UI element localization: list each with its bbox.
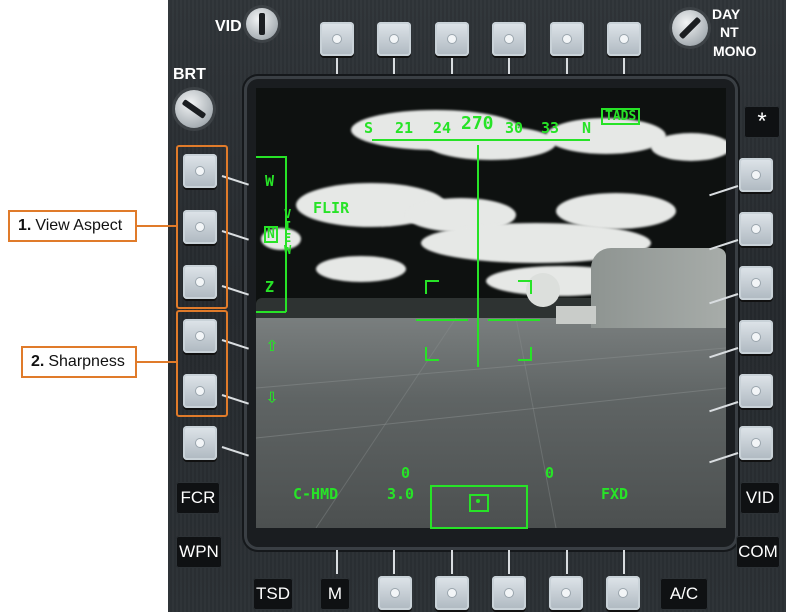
right-button-4[interactable] (739, 320, 773, 354)
field-of-view-box (469, 494, 489, 512)
callout-sharpness: 2. Sharpness (21, 346, 137, 378)
left-button-4[interactable] (183, 319, 217, 353)
left-button-6[interactable] (183, 426, 217, 460)
heading-current: 270 (461, 113, 494, 134)
bottom-button-2[interactable] (435, 576, 469, 610)
sharpness-up-arrow-icon[interactable]: ⇧ (266, 332, 279, 356)
field-of-regard-box (430, 485, 528, 529)
left-button-1[interactable] (183, 154, 217, 188)
wpn-button[interactable]: WPN (176, 536, 222, 568)
top-button-6[interactable] (607, 22, 641, 56)
left-button-5[interactable] (183, 374, 217, 408)
sharpness-down-arrow-icon[interactable]: ⇩ (266, 384, 279, 408)
view-vertical-label: VIEW (284, 207, 292, 257)
tsd-button[interactable]: TSD (253, 578, 293, 610)
callout-label: Sharpness (48, 353, 125, 370)
center-vertical-line (477, 145, 479, 367)
view-option-z[interactable]: Z (265, 278, 275, 296)
heading-tape-30: 30 (505, 119, 524, 137)
callout-number: 2. (31, 353, 45, 370)
zoom-value: 3.0 (387, 485, 415, 503)
left-button-2[interactable] (183, 210, 217, 244)
right-button-6[interactable] (739, 426, 773, 460)
heading-tape-baseline (372, 139, 590, 141)
top-button-5[interactable] (550, 22, 584, 56)
heading-tape-33: 33 (541, 119, 560, 137)
asterisk-button[interactable]: * (744, 106, 780, 138)
tads-label: TADS (601, 108, 641, 125)
view-aspect-highlight (176, 145, 228, 309)
mpd-display (256, 88, 726, 528)
mode-day-label: DAY (712, 6, 741, 22)
callout-view-aspect: 1. View Aspect (8, 210, 137, 242)
brt-knob-label: BRT (173, 66, 206, 83)
bottom-button-4[interactable] (549, 576, 583, 610)
heading-tape-24: 24 (433, 119, 452, 137)
sharpness-highlight (176, 310, 228, 417)
top-button-4[interactable] (492, 22, 526, 56)
right-button-1[interactable] (739, 158, 773, 192)
mode-knob[interactable] (672, 10, 708, 46)
ac-button[interactable]: A/C (660, 578, 708, 610)
heading-tape-21: 21 (395, 119, 414, 137)
value-right: 0 (545, 464, 555, 482)
top-button-3[interactable] (435, 22, 469, 56)
fcr-button[interactable]: FCR (176, 482, 220, 514)
top-button-2[interactable] (377, 22, 411, 56)
top-button-1[interactable] (320, 22, 354, 56)
mode-nt-label: NT (720, 24, 739, 40)
brt-knob[interactable] (175, 90, 213, 128)
com-button[interactable]: COM (736, 536, 780, 568)
fxd-label: FXD (601, 485, 629, 503)
bottom-button-3[interactable] (492, 576, 526, 610)
c-hmd-label: C-HMD (293, 485, 339, 503)
flir-ground (256, 313, 726, 528)
view-option-n[interactable]: N (264, 226, 278, 243)
right-button-3[interactable] (739, 266, 773, 300)
flir-label: FLIR (313, 199, 350, 217)
callout-number: 1. (18, 217, 32, 234)
ground-grid (256, 317, 726, 528)
vid-knob-label: VID (215, 18, 242, 35)
bottom-button-1[interactable] (378, 576, 412, 610)
callout-label: View Aspect (35, 217, 123, 234)
mode-mono-label: MONO (713, 43, 757, 59)
left-button-3[interactable] (183, 265, 217, 299)
right-button-2[interactable] (739, 212, 773, 246)
view-option-w[interactable]: W (265, 172, 275, 190)
right-button-5[interactable] (739, 374, 773, 408)
vid-knob[interactable] (246, 8, 278, 40)
value-left: 0 (401, 464, 411, 482)
heading-tape-s: S (364, 119, 374, 137)
vid-button[interactable]: VID (740, 482, 780, 514)
bottom-button-5[interactable] (606, 576, 640, 610)
heading-tape-n: N (582, 119, 592, 137)
m-button[interactable]: M (320, 578, 350, 610)
